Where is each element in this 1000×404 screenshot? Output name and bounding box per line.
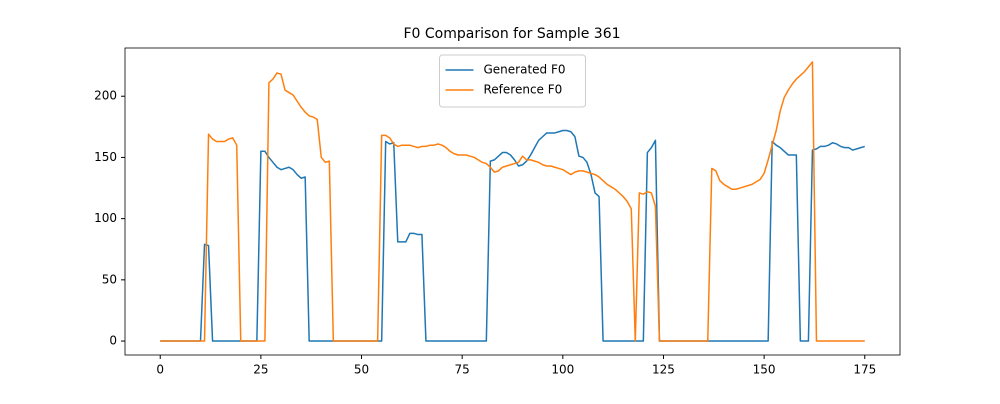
x-tick-label: 0 xyxy=(156,363,164,377)
x-tick-label: 25 xyxy=(253,363,268,377)
y-tick-label: 200 xyxy=(94,89,117,103)
y-tick-label: 50 xyxy=(102,272,117,286)
legend-label: Reference F0 xyxy=(484,83,563,97)
y-tick-label: 100 xyxy=(94,211,117,225)
y-tick-label: 150 xyxy=(94,150,117,164)
x-tick-label: 75 xyxy=(455,363,470,377)
legend-box xyxy=(439,54,586,108)
chart-title: F0 Comparison for Sample 361 xyxy=(403,26,620,42)
line-series xyxy=(160,61,865,342)
line-series xyxy=(160,129,865,342)
x-tick-label: 175 xyxy=(853,363,876,377)
plot-frame xyxy=(124,47,901,356)
y-tick-label: 0 xyxy=(109,334,117,348)
legend-label: Generated F0 xyxy=(484,63,566,77)
x-tick-label: 150 xyxy=(753,363,776,377)
x-tick-label: 100 xyxy=(551,363,574,377)
x-tick-label: 125 xyxy=(652,363,675,377)
x-tick-label: 50 xyxy=(354,363,369,377)
